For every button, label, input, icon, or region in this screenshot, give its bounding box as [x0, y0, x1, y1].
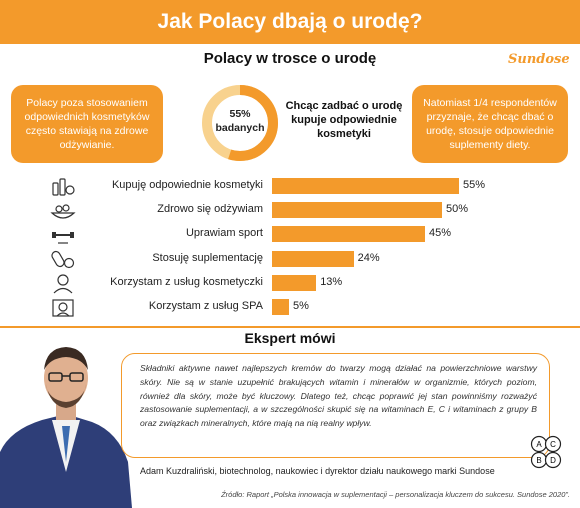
spa-icon	[52, 299, 74, 317]
section-divider	[0, 326, 580, 328]
brand-logo: Sundose	[508, 52, 570, 67]
bar	[272, 226, 425, 243]
ring-label: 55% badanych	[200, 107, 280, 135]
bar-value-label: 5%	[293, 300, 309, 312]
expert-portrait	[0, 347, 132, 508]
cosmetics-icon	[52, 178, 75, 196]
bar-label: Korzystam z usług kosmetyczki	[110, 275, 263, 288]
ring-value: 55%	[229, 108, 251, 120]
ring-caption: badanych	[215, 122, 265, 134]
ring-description: Chcąc zadbać o urodę kupuje odpowiednie …	[285, 100, 403, 140]
ring-fill	[202, 85, 278, 161]
page-title: Jak Polacy dbają o urodę?	[157, 10, 423, 33]
beautician-icon	[53, 274, 73, 294]
callout-left-text: Polacy poza stosowaniem odpowiednich kos…	[24, 97, 150, 151]
chart-subtitle: Polacy w trosce o urodę	[203, 50, 377, 67]
supplements-icon	[51, 250, 75, 268]
bar-value-label: 24%	[357, 251, 380, 264]
expert-author: Adam Kuzdraliński, biotechnolog, naukowi…	[140, 466, 495, 476]
svg-text:B: B	[536, 456, 541, 465]
vitamins-icon: A C B D	[530, 435, 562, 469]
bar-label: Zdrowo się odżywiam	[157, 203, 263, 216]
bar	[272, 202, 442, 219]
callout-right-text: Natomiast 1/4 respondentów przyznaje, że…	[423, 97, 557, 151]
source-note: Źródło: Raport „Polska innowacja w suple…	[221, 490, 570, 499]
header-banner: Jak Polacy dbają o urodę?	[0, 0, 580, 44]
expert-quote-text: Składniki aktywne nawet najlepszych krem…	[140, 363, 537, 429]
bar-value-label: 13%	[320, 275, 343, 288]
healthy-food-icon	[50, 204, 76, 219]
bar-label: Uprawiam sport	[185, 227, 263, 240]
expert-title: Ekspert mówi	[244, 330, 336, 346]
svg-text:C: C	[550, 440, 556, 449]
svg-text:A: A	[536, 440, 542, 449]
sport-icon	[52, 232, 74, 244]
svg-text:D: D	[550, 456, 556, 465]
bar	[272, 178, 459, 194]
bar	[272, 299, 289, 315]
bar-label: Kupuję odpowiednie kosmetyki	[111, 179, 263, 191]
bar-value-label: 55%	[463, 179, 486, 191]
bar-chart: Kupuję odpowiednie kosmetyki 55% Zdrowo si…	[0, 172, 580, 322]
bar-label: Stosuję suplementację	[152, 251, 263, 264]
expert-quote: Składniki aktywne nawet najlepszych krem…	[121, 353, 550, 458]
bar-label: Korzystam z usług SPA	[148, 300, 263, 312]
percent-ring	[202, 85, 278, 161]
callout-left: Polacy poza stosowaniem odpowiednich kos…	[11, 85, 163, 163]
bar-value-label: 50%	[446, 203, 469, 216]
bar	[272, 250, 354, 267]
callout-right: Natomiast 1/4 respondentów przyznaje, że…	[412, 85, 568, 163]
bar	[272, 274, 317, 291]
bar-value-label: 45%	[429, 227, 452, 240]
